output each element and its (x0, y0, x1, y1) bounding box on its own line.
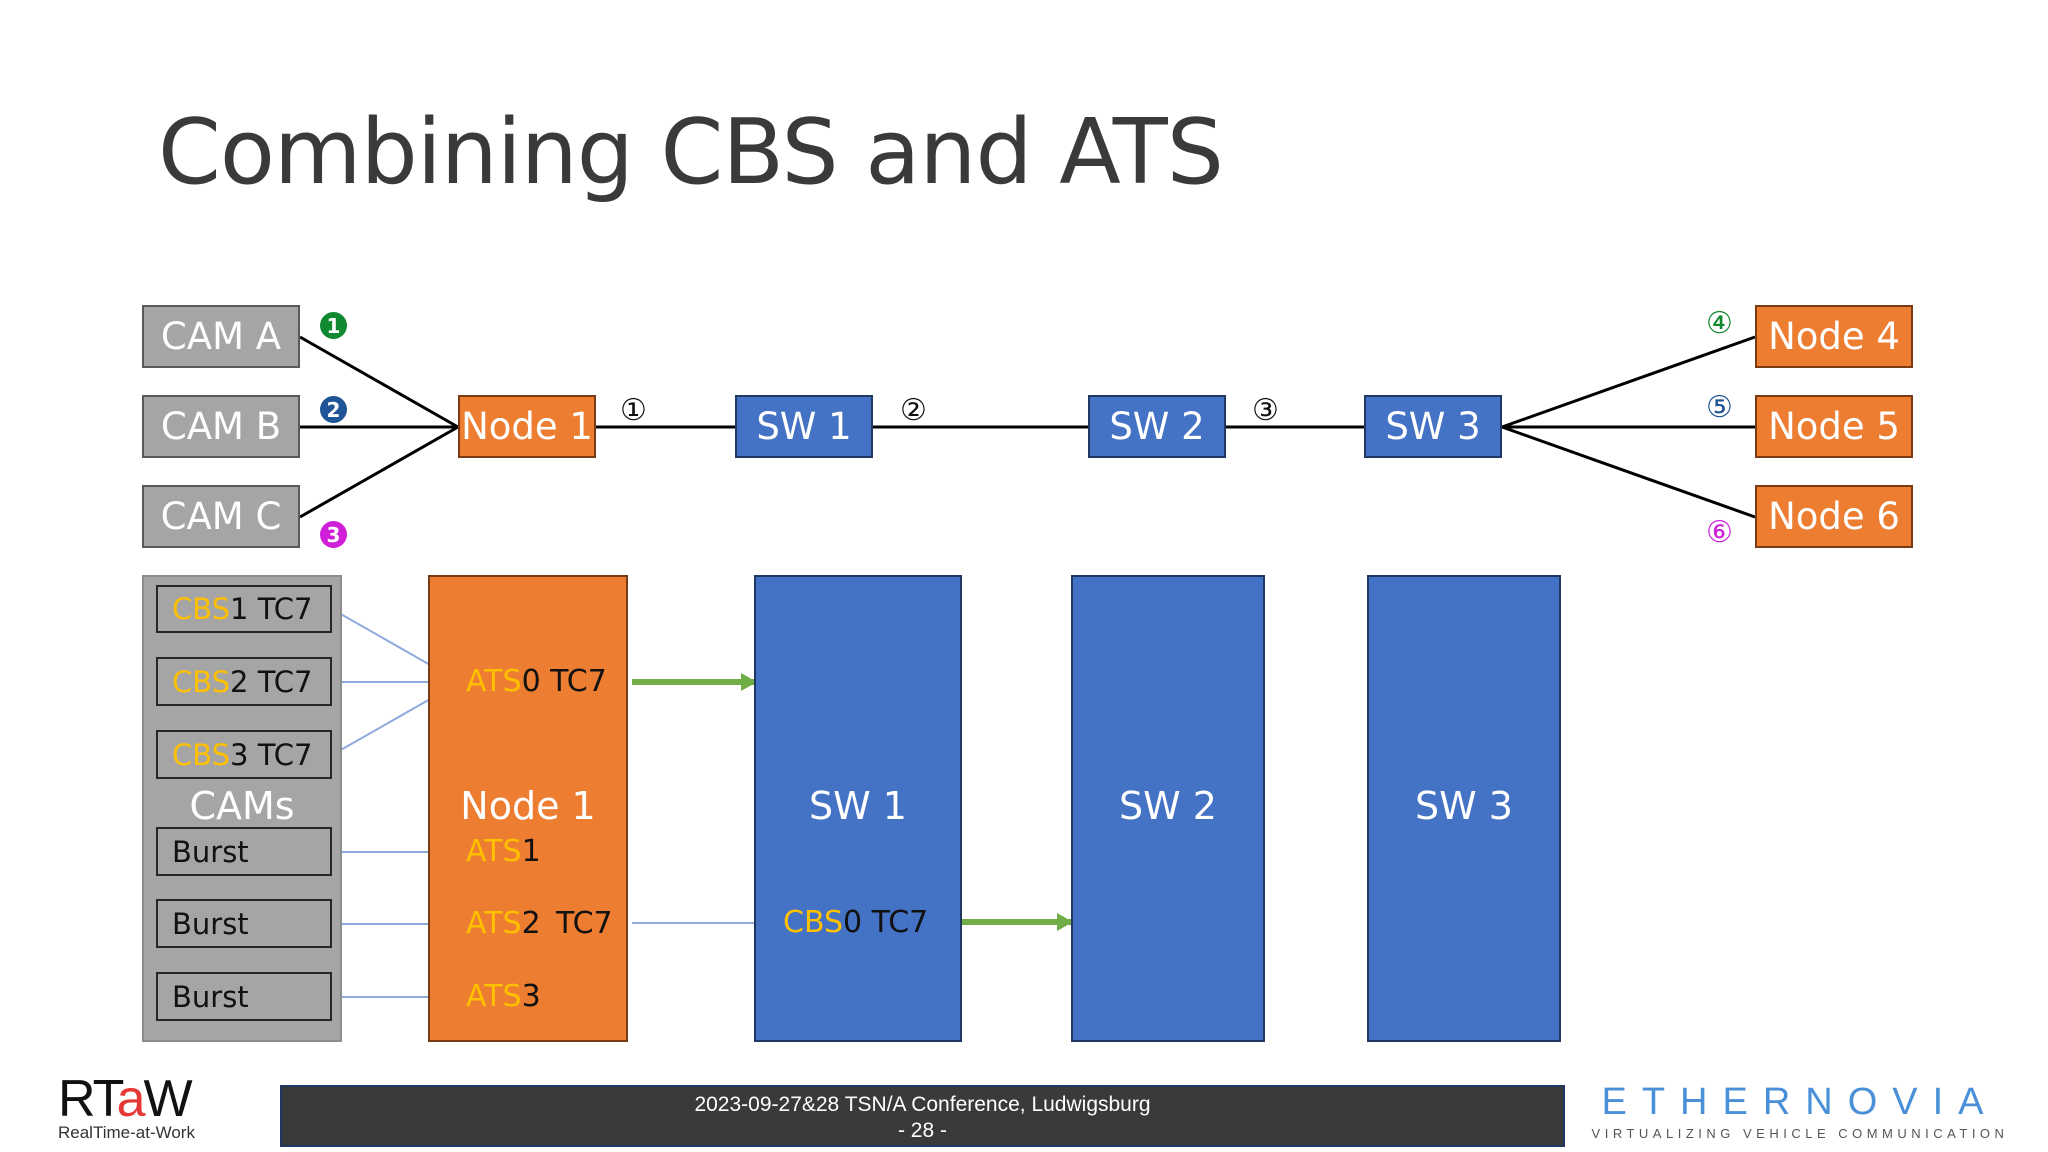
node-1-detail-title: Node 1 (460, 784, 596, 828)
cams-title: CAMs (189, 784, 295, 828)
link-3-label: ③ (1252, 393, 1279, 428)
slide-title: Combining CBS and ATS (158, 100, 1224, 205)
cbs-suffix: 3 TC7 (230, 737, 313, 772)
burst-3: Burst (156, 972, 332, 1021)
burst-2: Burst (156, 899, 332, 948)
sw-1-detail-title: SW 1 (809, 784, 907, 828)
footer-bar: 2023-09-27&28 TSN/A Conference, Ludwigsb… (280, 1085, 1565, 1147)
cam-c-box: CAM C (142, 485, 300, 548)
ats-suffix: 1 (521, 834, 541, 869)
rtaw-logo: RTaW RealTime-at-Work (58, 1070, 258, 1143)
sw-2-detail-box (1071, 575, 1265, 1042)
sw-3-detail-title: SW 3 (1415, 784, 1513, 828)
node-1-detail-box (428, 575, 628, 1042)
ats-prefix: ATS (466, 664, 522, 699)
flow-6-marker: ⑥ (1706, 515, 1733, 550)
sw-1-detail-box (754, 575, 962, 1042)
sw-2-box: SW 2 (1088, 395, 1226, 458)
sw-3-detail-box (1367, 575, 1561, 1042)
node-4-box: Node 4 (1755, 305, 1913, 368)
footer-event: 2023-09-27&28 TSN/A Conference, Ludwigsb… (694, 1093, 1151, 1116)
page-number: - 28 - (897, 1119, 947, 1142)
flow-5-marker: ⑤ (1706, 390, 1733, 425)
sw-1-box: SW 1 (735, 395, 873, 458)
ats3-queue: ATS3 (466, 979, 541, 1014)
cbs-suffix: 1 TC7 (230, 592, 313, 626)
burst-1: Burst (156, 827, 332, 876)
cbs-prefix: CBS (172, 737, 231, 772)
cbs-prefix: CBS (172, 664, 231, 699)
cbs-queue-1: CBS 1 TC7 (156, 585, 332, 633)
ethernovia-tagline: VIRTUALIZING VEHICLE COMMUNICATION (1591, 1126, 2009, 1141)
ats-suffix: 2 (521, 906, 541, 941)
flow-1-badge: 1 (320, 312, 347, 339)
tc7-group-label: TC7 (556, 906, 613, 941)
node-5-box: Node 5 (1755, 395, 1913, 458)
cbs-queue-2: CBS 2 TC7 (156, 657, 332, 706)
cams-container (142, 575, 342, 1042)
node-6-box: Node 6 (1755, 485, 1913, 548)
cbs0-queue: CBS0 TC7 (783, 905, 928, 940)
ats0-queue: ATS0 TC7 (466, 664, 607, 699)
ethernovia-wordmark: ETHERNOVIA (1601, 1081, 1999, 1123)
cam-b-box: CAM B (142, 395, 300, 458)
flow-4-marker: ④ (1706, 306, 1733, 341)
ats1-queue: ATS1 (466, 834, 541, 869)
flow-3-badge: 3 (320, 521, 347, 548)
cbs-queue-3: CBS 3 TC7 (156, 730, 332, 779)
node-1-box: Node 1 (458, 395, 596, 458)
ats-prefix: ATS (466, 834, 522, 869)
link-2-label: ② (900, 393, 927, 428)
ats-prefix: ATS (466, 906, 522, 941)
link-1-label: ① (620, 393, 647, 428)
ats2-queue: ATS2 (466, 906, 541, 941)
cam-a-box: CAM A (142, 305, 300, 368)
ats-suffix: 3 (521, 979, 541, 1014)
cbs-suffix: 2 TC7 (230, 664, 313, 699)
cbs-suffix: 0 TC7 (843, 905, 929, 940)
cbs-prefix: CBS (172, 592, 231, 626)
sw-3-box: SW 3 (1364, 395, 1502, 458)
ats-suffix: 0 TC7 (521, 664, 607, 699)
rtaw-tagline: RealTime-at-Work (58, 1123, 195, 1142)
ats-prefix: ATS (466, 979, 522, 1014)
ethernovia-logo: ETHERNOVIA VIRTUALIZING VEHICLE COMMUNIC… (1580, 1082, 2020, 1141)
sw-2-detail-title: SW 2 (1119, 784, 1217, 828)
rtaw-wordmark: RTaW (58, 1070, 193, 1128)
flow-2-badge: 2 (320, 396, 347, 423)
cbs-prefix: CBS (783, 905, 844, 940)
